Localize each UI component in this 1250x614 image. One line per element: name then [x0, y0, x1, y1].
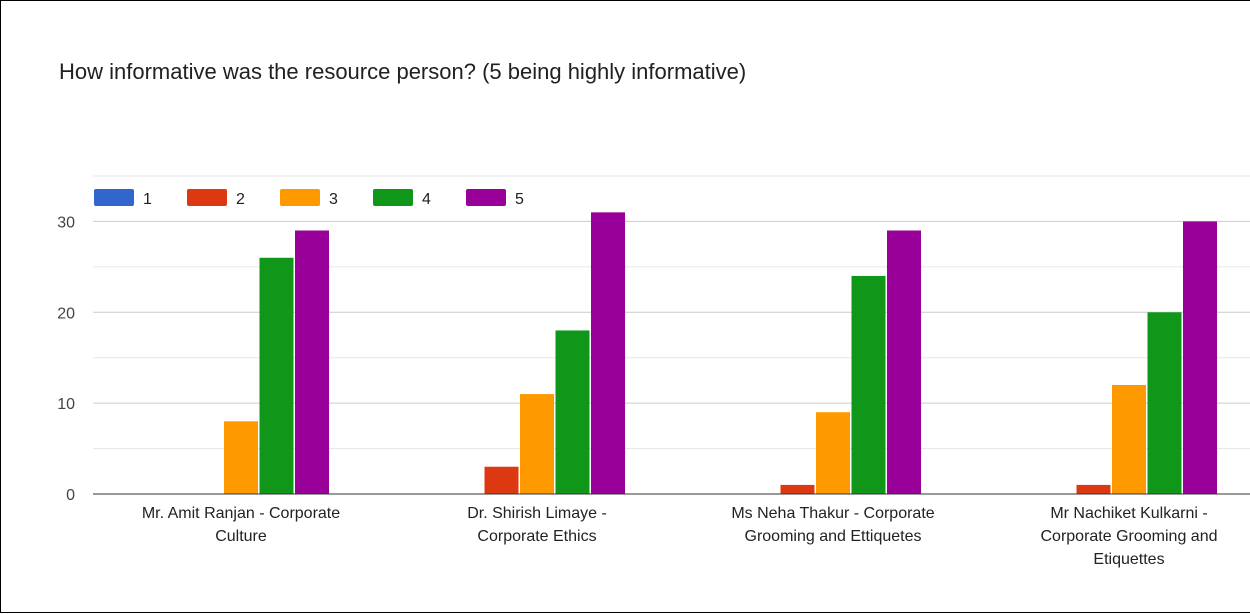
legend-label-2: 2	[236, 191, 245, 208]
legend-label-1: 1	[143, 191, 152, 208]
bar-series-2-cat-2	[780, 484, 815, 494]
bar-series-2-cat-1	[484, 466, 519, 494]
bars	[224, 212, 1217, 495]
legend: 1 2 3 4 5	[94, 189, 524, 208]
bar-series-5-cat-3	[1183, 221, 1217, 494]
bar-series-4-cat-3	[1147, 312, 1182, 494]
bar-series-5-cat-0	[295, 230, 329, 494]
bar-series-4-cat-2	[851, 275, 886, 494]
bar-series-5-cat-2	[887, 230, 921, 494]
category-label: Mr. Amit Ranjan - Corporate Culture	[142, 505, 340, 545]
category-label: Ms Neha Thakur - Corporate Grooming and E…	[731, 505, 934, 545]
legend-label-3: 3	[329, 191, 338, 208]
legend-swatch-1	[94, 189, 134, 206]
category-label: Mr Nachiket Kulkarni -Corporate Grooming…	[1041, 505, 1218, 568]
legend-swatch-3	[280, 189, 320, 206]
legend-label-5: 5	[515, 191, 524, 208]
bar-series-4-cat-1	[555, 330, 590, 494]
y-tick-label: 10	[57, 396, 75, 413]
bar-series-3-cat-3	[1112, 384, 1146, 494]
bar-series-3-cat-1	[520, 394, 554, 494]
y-tick-label: 30	[57, 214, 75, 231]
y-tick-label: 20	[57, 305, 75, 322]
legend-swatch-2	[187, 189, 227, 206]
category-labels: Mr. Amit Ranjan - Corporate Culture Dr. Sh…	[142, 505, 1218, 568]
bar-series-4-cat-0	[259, 257, 294, 494]
legend-swatch-4	[373, 189, 413, 206]
bar-series-3-cat-0	[224, 421, 258, 494]
category-label: Dr. Shirish Limaye -Corporate Ethics	[467, 505, 607, 545]
chart-title: How informative was the resource person?…	[59, 59, 747, 84]
bar-series-3-cat-2	[816, 412, 850, 494]
legend-swatch-5	[466, 189, 506, 206]
y-tick-label: 0	[66, 487, 75, 504]
y-axis-ticks: 0 10 20 30	[57, 214, 75, 504]
legend-label-4: 4	[422, 191, 431, 208]
bar-series-5-cat-1	[591, 212, 625, 495]
bar-series-2-cat-3	[1076, 484, 1111, 494]
